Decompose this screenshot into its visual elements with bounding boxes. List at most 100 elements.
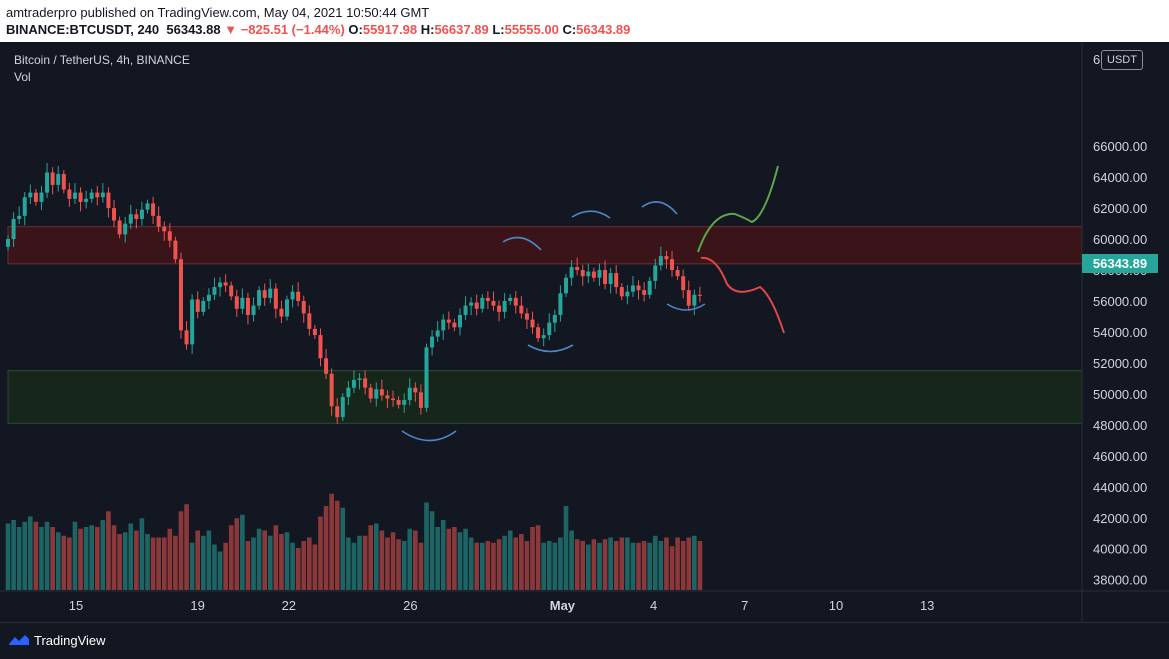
candle-body <box>156 215 161 227</box>
volume-bar <box>346 537 351 590</box>
volume-bar <box>61 535 67 590</box>
candle-body <box>357 378 362 380</box>
volume-bar <box>652 535 658 590</box>
candle-body <box>290 291 295 300</box>
volume-bar <box>636 542 641 590</box>
candle-body <box>340 397 345 418</box>
candle-body <box>697 294 702 296</box>
candle-body <box>11 218 16 240</box>
candle-body <box>547 322 552 336</box>
volume-bar <box>33 521 39 590</box>
volume-bar <box>357 535 362 590</box>
candle-body <box>424 347 429 408</box>
volume-bar <box>145 534 150 590</box>
volume-bar <box>385 537 390 590</box>
candle-body <box>552 314 557 323</box>
volume-bar <box>625 537 630 590</box>
price-tick-label: 50000.00 <box>1093 387 1147 402</box>
time-tick-label: 10 <box>829 598 843 613</box>
drawings-layer <box>401 165 785 442</box>
pattern-arc <box>641 201 678 215</box>
volume-bar <box>407 528 413 590</box>
candle-body <box>296 291 301 301</box>
volume-bar <box>111 525 117 590</box>
volume-bar <box>290 542 295 590</box>
volume-bar <box>440 520 446 590</box>
volume-bar <box>602 539 608 590</box>
candle-body <box>653 265 658 281</box>
volume-bar <box>446 528 452 590</box>
candle-body <box>519 305 524 314</box>
candle-body <box>541 335 546 339</box>
candle-body <box>273 288 278 309</box>
candle-body <box>524 313 529 320</box>
candle-body <box>84 198 89 202</box>
candle-body <box>497 305 502 312</box>
volume-bar <box>279 534 284 590</box>
tradingview-logo-icon[interactable] <box>8 633 30 647</box>
volume-bar <box>312 544 318 590</box>
volume-bar <box>100 520 106 590</box>
candle-body <box>664 256 669 260</box>
volume-bar <box>318 516 323 590</box>
high-value: 56637.89 <box>434 22 489 37</box>
candle-body <box>285 299 289 317</box>
volume-bar <box>44 521 50 590</box>
candle-body <box>95 192 100 198</box>
volume-bar <box>307 537 312 590</box>
candle-body <box>586 271 591 277</box>
volume-bar <box>334 500 340 590</box>
volume-bar <box>28 516 33 590</box>
candle-body <box>61 174 66 190</box>
candle-body <box>257 290 262 306</box>
volume-bar <box>586 544 591 590</box>
last-price: 56343.88 <box>166 22 221 37</box>
volume-bar <box>692 535 697 590</box>
pattern-arc <box>502 236 542 251</box>
candle-body <box>173 240 178 260</box>
volume-bar <box>664 537 669 590</box>
volume-bar <box>519 534 524 590</box>
candle-body <box>318 335 323 359</box>
high-label: H: <box>420 22 435 37</box>
currency-button[interactable]: USDT <box>1101 50 1143 70</box>
pattern-arc <box>527 344 574 353</box>
volume-bar <box>55 532 61 590</box>
candle-body <box>17 215 22 219</box>
volume-bar <box>240 514 245 590</box>
candle-body <box>218 282 223 288</box>
volume-bar <box>463 528 468 590</box>
volume-bar <box>117 534 122 590</box>
candle-body <box>480 297 485 309</box>
candle-body <box>112 208 117 221</box>
volume-bar <box>647 542 652 590</box>
volume-bar <box>502 535 507 590</box>
candle-body <box>117 220 122 235</box>
brand-label[interactable]: TradingView <box>34 633 106 648</box>
price-tick-label: 62000.00 <box>1093 201 1147 216</box>
volume-bar <box>580 541 586 590</box>
candle-body <box>6 239 10 247</box>
volume-bar <box>507 530 513 590</box>
price-chart[interactable]: 38000.00 40000.00 42000.00 44000.00 46000.00… <box>0 42 1169 622</box>
time-tick-label: 13 <box>920 598 934 613</box>
volume-bar <box>184 504 189 590</box>
candle-body <box>346 387 351 397</box>
candle-body <box>312 328 317 336</box>
pattern-arc <box>666 303 706 311</box>
resistance-zone <box>7 226 1083 265</box>
volume-bar <box>262 530 267 590</box>
candle-body <box>446 319 451 323</box>
bearish-projection-path <box>700 256 785 334</box>
price-tick-label-partial: 6 <box>1093 52 1100 67</box>
time-tick-label: May <box>550 598 576 613</box>
volume-bar <box>223 542 228 590</box>
volume-bar <box>457 532 463 590</box>
open-value: 55917.98 <box>362 22 418 37</box>
candle-body <box>279 308 284 317</box>
volume-bar <box>630 542 636 590</box>
candle-body <box>106 192 111 209</box>
candle-body <box>145 203 150 210</box>
candle-body <box>530 319 535 328</box>
price-tick-label: 46000.00 <box>1093 449 1147 464</box>
